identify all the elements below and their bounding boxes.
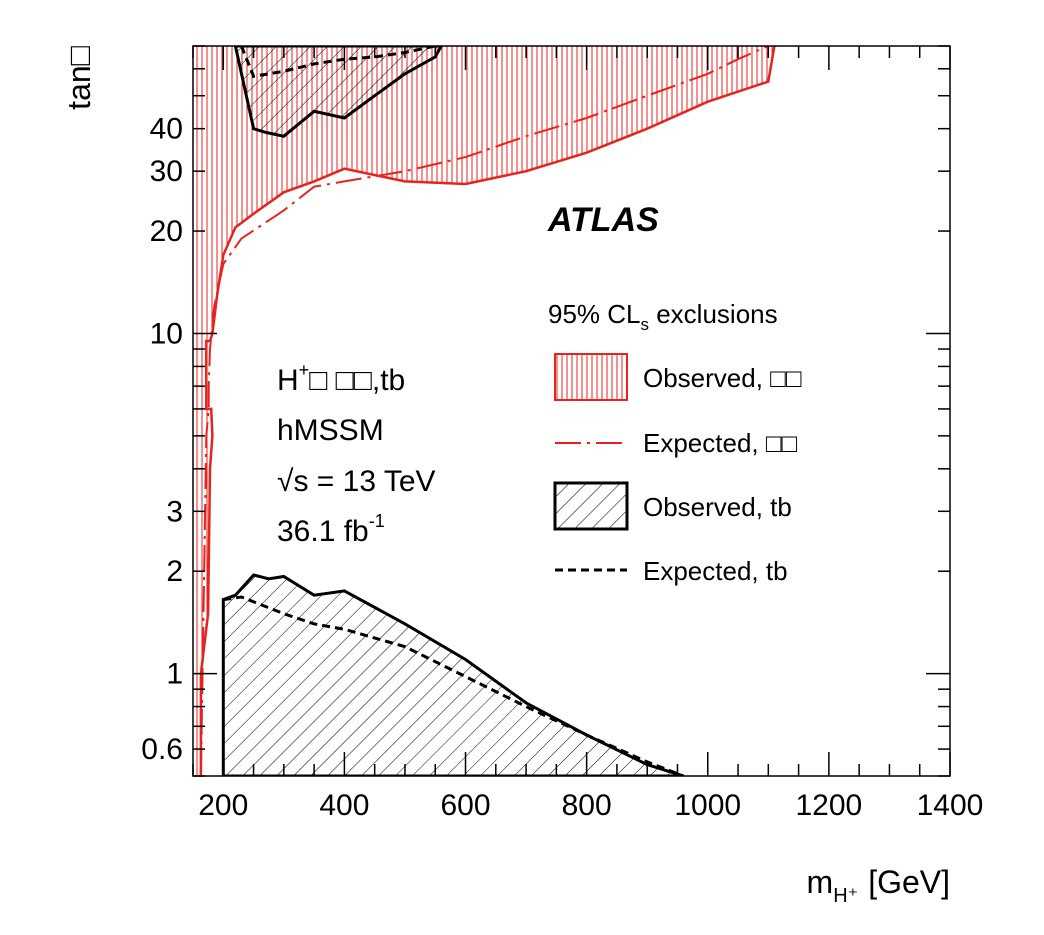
y-tick-label: 40 xyxy=(150,113,183,146)
legend-label-expected-taunu: Expected, □□ xyxy=(643,428,798,458)
x-tick-label: 200 xyxy=(198,789,248,822)
energy-rest: s = 13 TeV xyxy=(293,465,435,498)
lumi-main: 36.1 fb xyxy=(277,515,369,548)
lumi-sup: -1 xyxy=(369,511,385,531)
model-label: hMSSM xyxy=(277,414,384,447)
svg-text:√s = 13 TeV: √s = 13 TeV xyxy=(277,465,436,498)
legend-title-rest: exclusions xyxy=(649,299,778,329)
process-rest: □ □□,tb xyxy=(309,364,405,397)
x-tick-label: 600 xyxy=(440,789,490,822)
process-sup: + xyxy=(299,360,310,380)
observed-tb-high-region xyxy=(233,46,444,138)
brand-label: ATLAS xyxy=(547,201,659,239)
expected-taunu-line xyxy=(199,46,769,776)
plot-frame xyxy=(192,45,951,777)
legend-title-main: 95% CL xyxy=(548,299,641,329)
legend: 95% CLs exclusions Observed, □□ Expected… xyxy=(548,299,802,586)
x-axis-ticks: 200 400 600 800 1000 1200 1400 xyxy=(192,46,984,822)
process-annotation: H+□ □□,tb hMSSM √s = 13 TeV 36.1 fb-1 xyxy=(277,360,436,548)
x-tick-label: 400 xyxy=(319,789,369,822)
x-tick-label: 800 xyxy=(562,789,612,822)
expected-tb-high-line xyxy=(240,46,436,78)
y-tick-label: 30 xyxy=(150,155,183,188)
legend-label-observed-tb: Observed, tb xyxy=(643,492,792,522)
x-axis-title-main: m xyxy=(807,864,834,900)
y-tick-label: 10 xyxy=(150,317,183,350)
legend-swatch-observed-tb xyxy=(553,481,629,531)
x-axis-title-sub: H⁺ xyxy=(833,885,858,907)
x-tick-label: 1000 xyxy=(674,789,741,822)
process-main: H xyxy=(277,364,299,397)
svg-text:36.1 fb-1: 36.1 fb-1 xyxy=(277,511,385,548)
legend-title-sub: s xyxy=(641,315,650,334)
legend-label-expected-tb: Expected, tb xyxy=(643,556,788,586)
y-tick-label: 2 xyxy=(166,555,183,588)
y-tick-label: 0.6 xyxy=(141,733,183,766)
observed-taunu-line xyxy=(199,46,776,776)
x-axis-title: mH⁺ [GeV] xyxy=(807,864,950,907)
svg-text:H+□ □□,tb: H+□ □□,tb xyxy=(277,360,405,397)
y-axis-ticks: 0.6 1 2 3 10 20 30 40 xyxy=(141,45,950,777)
y-tick-label: 20 xyxy=(150,215,183,248)
y-tick-label: 1 xyxy=(166,658,183,691)
svg-text:95% CLs exclusions: 95% CLs exclusions xyxy=(548,299,778,334)
x-tick-label: 1400 xyxy=(917,789,984,822)
exclusion-regions xyxy=(193,46,776,776)
legend-swatch-observed-taunu xyxy=(554,353,628,401)
y-axis-title: tan□ xyxy=(61,45,97,109)
x-axis-title-unit: [GeV] xyxy=(868,864,950,900)
y-tick-label: 3 xyxy=(166,495,183,528)
x-tick-label: 1200 xyxy=(796,789,863,822)
energy-sqrt: √ xyxy=(277,465,294,498)
legend-label-observed-taunu: Observed, □□ xyxy=(643,363,802,393)
expected-tb-low-line xyxy=(223,595,685,776)
